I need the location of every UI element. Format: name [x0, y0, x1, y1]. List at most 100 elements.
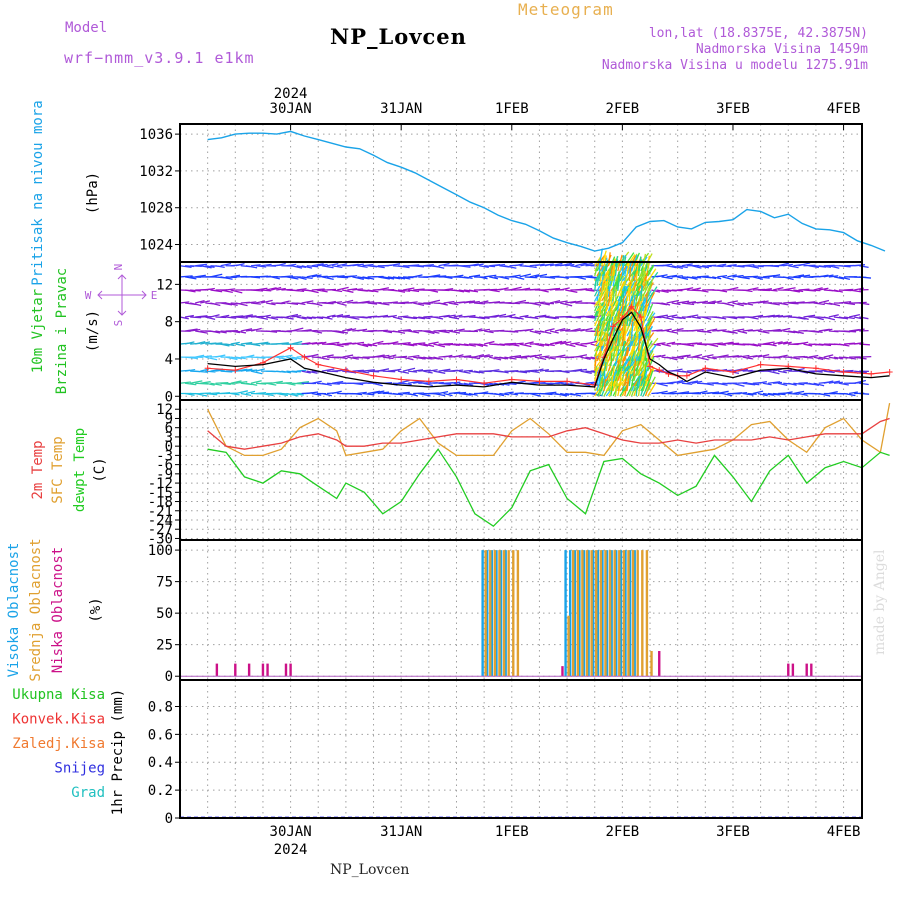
wind-barb — [438, 314, 450, 318]
wind-barb — [377, 368, 390, 372]
wind-barb — [707, 391, 720, 395]
wind-barb — [529, 316, 539, 320]
wind-barb — [712, 300, 723, 304]
wind-gust-point — [840, 369, 847, 376]
wind-barb — [271, 286, 282, 291]
wind-barb — [235, 263, 245, 267]
temp-tick-label: -9 — [156, 467, 173, 483]
wind-barb — [179, 301, 190, 304]
wind-barb-storm — [612, 346, 616, 362]
pressure-tick-label: 1024 — [139, 238, 173, 254]
wind-barb-storm — [637, 349, 642, 362]
wind-barb — [220, 263, 232, 267]
wind-barb — [696, 265, 710, 269]
wind-barb-storm — [640, 349, 644, 367]
wind-barb — [722, 392, 733, 397]
wind-barb-storm — [628, 373, 632, 387]
wind-barb — [205, 265, 215, 268]
wind-barb — [367, 289, 379, 293]
wind-barb — [681, 354, 691, 358]
wind-barb — [276, 356, 288, 360]
wind-barb — [413, 274, 423, 278]
temp-tick-label: 12 — [156, 402, 173, 418]
wind-barb — [250, 380, 262, 384]
wind-barb — [382, 356, 394, 360]
wind-barb — [544, 328, 555, 332]
wind-barb — [727, 274, 737, 278]
wind-barb — [184, 356, 198, 360]
wind-barb — [772, 341, 783, 345]
wind-barb — [331, 301, 343, 304]
wind-barb-storm — [633, 359, 637, 377]
wind-barb — [266, 302, 276, 306]
wind-barb-storm — [637, 331, 641, 347]
wind-barb — [316, 356, 330, 361]
wind-barb — [499, 276, 510, 280]
wind-barb — [184, 276, 197, 280]
wind-barb — [661, 343, 671, 347]
wind-barb — [392, 316, 403, 321]
wind-barb-storm — [619, 261, 630, 277]
wind-barb — [311, 288, 325, 291]
wind-barb-storm — [633, 252, 640, 267]
wind-barb — [539, 369, 549, 372]
wind-barb — [291, 356, 302, 360]
wind-barb — [762, 382, 772, 386]
low-cloud-ylabel: Niska Oblacnost — [50, 547, 66, 673]
wind-barb — [205, 392, 218, 396]
wind-barb — [752, 329, 763, 332]
wind-barb — [463, 382, 474, 386]
wind-barb — [778, 302, 789, 306]
wind-barb-storm — [640, 284, 643, 302]
wind-barb-storm — [647, 356, 655, 372]
wind-barb — [554, 340, 567, 345]
wind-gust-line — [207, 305, 890, 386]
wind-barb-storm — [642, 297, 645, 312]
wind-barb — [509, 330, 519, 333]
precip-legend-item: Snijeg — [54, 761, 105, 777]
wind-barb — [585, 289, 595, 292]
wind-barb — [727, 354, 739, 358]
wind-barb — [458, 370, 471, 374]
wind-barb — [783, 369, 793, 372]
wind-barb — [544, 263, 554, 267]
wind-barb — [428, 341, 439, 345]
panel-frame-r — [179, 679, 863, 819]
wind-barb — [326, 341, 340, 345]
station-elevation: Nadmorska Visina 1459m — [695, 42, 868, 57]
wind-barb-storm — [647, 268, 657, 282]
wind-barb — [331, 343, 344, 348]
wind-barb-storm — [598, 304, 602, 317]
wind-barb — [661, 328, 672, 332]
wind-barb — [671, 368, 683, 372]
wind-barb — [179, 316, 189, 320]
wind-barb — [331, 265, 343, 268]
wind-barb-storm — [647, 310, 654, 322]
wind-barb-storm — [630, 254, 638, 272]
wind-barb — [707, 343, 719, 348]
wind-barb — [752, 343, 762, 347]
wind-barb — [407, 392, 418, 397]
wind-barb — [448, 316, 460, 320]
wind-barb — [210, 273, 223, 278]
wind-barb — [783, 287, 796, 291]
wind-barb — [478, 343, 488, 347]
wind-barb — [200, 341, 211, 345]
wind-barb — [306, 274, 318, 278]
wind-gust-point — [398, 376, 405, 383]
wind-barb — [473, 316, 486, 320]
wind-barb — [509, 355, 522, 358]
wind-barb — [240, 328, 253, 332]
wind-barb — [722, 341, 734, 345]
wind-barb-storm — [635, 278, 641, 292]
wind-barb — [671, 327, 684, 332]
precip-legend-item: Grad — [71, 785, 105, 801]
pressure-tick-label: 1032 — [139, 164, 173, 180]
wind-barb — [195, 370, 208, 373]
wind-barb — [240, 341, 253, 345]
wind-barb — [691, 342, 703, 345]
wind-barb — [402, 343, 415, 347]
wind-barb — [392, 368, 402, 372]
wind-barb — [483, 340, 495, 345]
wind-barb — [859, 265, 869, 268]
